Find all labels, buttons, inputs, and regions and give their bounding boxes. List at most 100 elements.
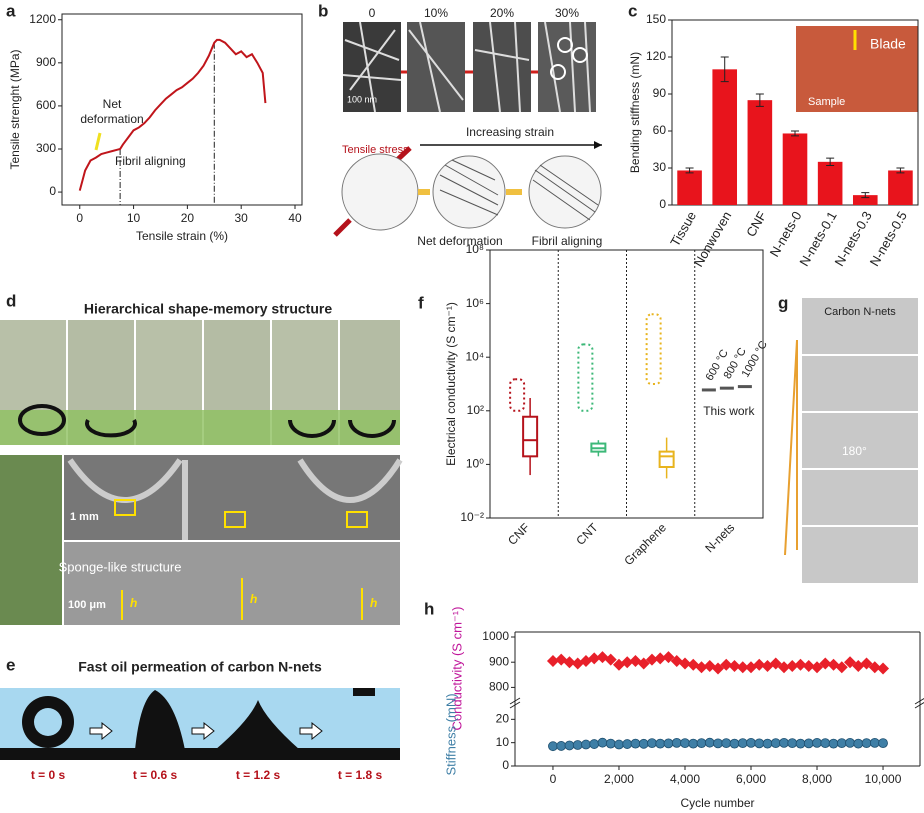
x-axis-label: Cycle number (680, 796, 754, 810)
label: Net deformation (417, 234, 502, 248)
label: Fibril aligning (532, 234, 603, 248)
panel-b: 0 10% 20% 30% 100 nm Tensile stress Incr… (333, 6, 603, 248)
point (736, 661, 749, 674)
point (878, 738, 888, 749)
point (754, 738, 765, 749)
sample (18, 404, 396, 438)
point (688, 738, 699, 749)
point (811, 661, 824, 674)
point (795, 738, 806, 749)
label: Sponge-like structure (59, 559, 182, 574)
panel-e: Fast oil permeation of carbon N-nets t =… (0, 659, 400, 782)
point (556, 741, 567, 751)
x-tick-label: N-nets (702, 520, 737, 555)
droplet (34, 708, 62, 736)
y-tick-label: 60 (653, 123, 667, 137)
point (647, 738, 657, 749)
error-bar (720, 56, 729, 83)
axis-break (509, 697, 924, 709)
y-tick-label: 0 (502, 758, 509, 772)
point (779, 738, 789, 748)
point (637, 657, 650, 670)
label: Increasing strain (466, 125, 554, 139)
point (662, 651, 675, 664)
point (770, 738, 781, 749)
panel-g: Carbon N-nets 180° (784, 298, 918, 583)
point (622, 739, 633, 749)
strain-label: 20% (490, 6, 514, 20)
y-axis-label: Electrical conductivity (S cm⁻¹) (444, 302, 458, 466)
point (868, 661, 881, 674)
point (820, 738, 831, 749)
point (704, 737, 715, 748)
point (563, 656, 576, 669)
point (786, 659, 799, 672)
schematic (341, 153, 419, 231)
point (845, 738, 855, 748)
bar (747, 100, 773, 205)
time-label: t = 0 s (31, 768, 66, 782)
point (729, 738, 740, 749)
droplet (135, 690, 300, 750)
point (671, 738, 682, 748)
panel-label: b (318, 1, 328, 20)
annotation: This work (703, 404, 755, 418)
scale-bar: 100 nm (347, 94, 377, 104)
point (548, 741, 558, 752)
y-axis-label: Conductivity (S cm⁻¹) (449, 607, 464, 731)
panel-label: d (6, 291, 16, 310)
strain-label: 0 (369, 6, 376, 20)
time-label: t = 1.2 s (236, 768, 281, 782)
panel-label: g (778, 293, 788, 312)
point (605, 738, 616, 749)
y-tick-label: 600 (36, 98, 56, 112)
arrow (89, 721, 323, 741)
error-bar (896, 167, 905, 174)
y-tick-label: 300 (36, 141, 56, 155)
bar (677, 170, 702, 205)
bar (782, 133, 808, 205)
point (819, 657, 832, 670)
annotation: Sample (808, 96, 845, 108)
annotation: Blade (870, 36, 906, 52)
point (597, 737, 608, 748)
y-tick-label: 150 (646, 12, 666, 26)
panel-label: e (6, 655, 15, 674)
marker (572, 47, 588, 63)
photo (0, 455, 62, 625)
y-tick-label: 900 (489, 654, 509, 668)
point (728, 659, 741, 672)
point (794, 658, 807, 671)
range-box (577, 343, 594, 412)
zoom-box (346, 511, 368, 528)
point (678, 657, 691, 670)
point (860, 657, 873, 670)
x-tick-label: 2,000 (604, 772, 634, 786)
point (630, 738, 641, 749)
point (835, 661, 848, 674)
point (614, 739, 624, 750)
y-tick-label: 30 (653, 160, 667, 174)
label: Carbon N-nets (824, 306, 896, 318)
x-tick-label: 4,000 (670, 772, 700, 786)
arrow (94, 132, 102, 151)
zoom-box (224, 511, 246, 528)
x-tick-label: 0 (550, 772, 557, 786)
point (721, 738, 732, 749)
error-bar (755, 93, 764, 107)
y-tick-label: 10² (467, 403, 484, 417)
scale-bar: 100 μm (68, 599, 106, 611)
x-tick-label: CNF (743, 209, 769, 240)
point (680, 738, 690, 749)
marker (557, 37, 573, 53)
x-tick-label: 6,000 (736, 772, 766, 786)
panel-label: h (424, 599, 434, 618)
bar (888, 170, 913, 205)
strain-label: 30% (555, 6, 579, 20)
panel-d: Hierarchical shape-memory structure 1 mm… (0, 301, 403, 625)
point (638, 738, 649, 749)
y-tick-label: 10⁴ (465, 349, 484, 363)
x-tick-label: CNF (505, 520, 532, 547)
label: 180° (842, 444, 867, 458)
